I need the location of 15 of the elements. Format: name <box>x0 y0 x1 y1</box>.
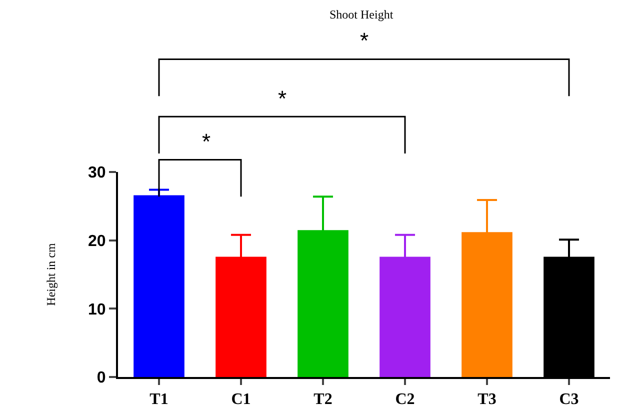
x-tick-label: T1 <box>150 391 168 406</box>
x-tick-label: T3 <box>478 391 496 406</box>
x-tick-label: C2 <box>395 391 415 406</box>
x-tick-label: C1 <box>231 391 251 406</box>
text: * <box>278 86 287 111</box>
y-tick-label: 30 <box>88 164 106 182</box>
text: * <box>360 28 369 53</box>
y-axis-title: Height in cm <box>44 242 58 306</box>
text: * <box>202 129 211 154</box>
x-tick-label: T2 <box>314 391 332 406</box>
y-tick-label: 20 <box>88 232 106 250</box>
x-tick-label: C3 <box>559 391 579 406</box>
y-tick-label: 10 <box>88 301 106 318</box>
chart-title: Shoot Height <box>330 8 394 22</box>
y-tick-label: 0 <box>96 370 106 387</box>
